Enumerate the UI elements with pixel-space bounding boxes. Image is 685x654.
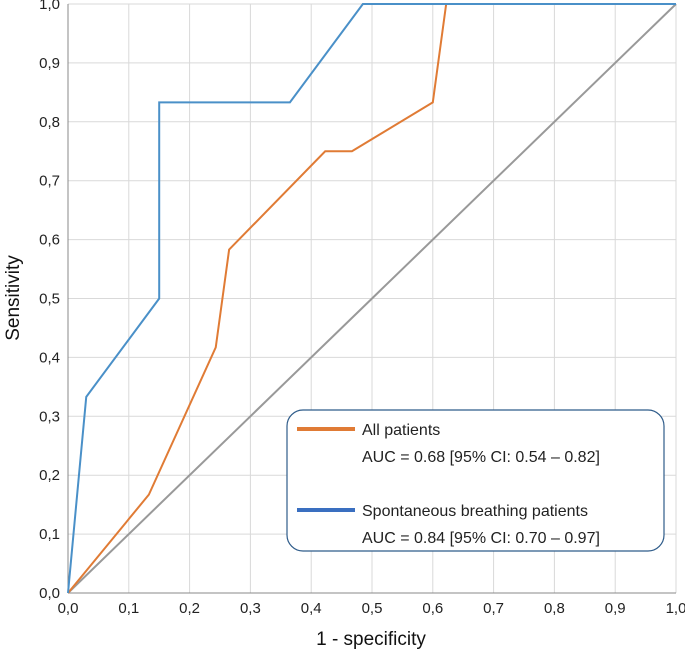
y-tick-label: 0,9 (39, 55, 60, 72)
legend: All patients AUC = 0.68 [95% CI: 0.54 – … (286, 409, 665, 552)
y-tick-label: 1,0 (39, 0, 60, 13)
legend-auc-all-patients: AUC = 0.68 [95% CI: 0.54 – 0.82] (362, 449, 600, 466)
x-tick-label: 0,5 (362, 600, 383, 617)
legend-box (286, 409, 665, 552)
x-tick-label: 0,0 (58, 600, 79, 617)
y-tick-label: 0,0 (39, 585, 60, 602)
y-tick-label: 0,6 (39, 232, 60, 249)
y-tick-label: 0,1 (39, 526, 60, 543)
series-line-all-patients (67, 3, 676, 594)
legend-label-spontaneous-breathing: Spontaneous breathing patients (362, 503, 588, 520)
legend-auc-spontaneous-breathing: AUC = 0.84 [95% CI: 0.70 – 0.97] (362, 530, 600, 547)
x-tick-label: 0,3 (240, 600, 261, 617)
series-layer (67, 3, 677, 594)
y-axis-title: Sensitivity (3, 255, 24, 341)
x-tick-label: 0,4 (301, 600, 322, 617)
y-tick-label: 0,2 (39, 467, 60, 484)
y-tick-label: 0,4 (39, 349, 60, 366)
y-tick-labels: 0,0 0,1 0,2 0,3 0,4 0,5 0,6 0,7 0,8 0,9 1,0 (39, 0, 60, 602)
y-tick-label: 0,7 (39, 173, 60, 190)
x-tick-label: 0,9 (605, 600, 626, 617)
y-tick-label: 0,5 (39, 291, 60, 308)
y-tick-label: 0,3 (39, 408, 60, 425)
legend-label-all-patients: All patients (362, 422, 440, 439)
y-tick-label: 0,8 (39, 114, 60, 131)
x-tick-label: 0,6 (422, 600, 443, 617)
x-tick-labels: 0,0 0,1 0,2 0,3 0,4 0,5 0,6 0,7 0,8 0,9 1,0 (58, 600, 685, 617)
x-tick-label: 0,8 (544, 600, 565, 617)
x-tick-label: 0,7 (483, 600, 504, 617)
series-line-spontaneous-breathing (67, 3, 676, 594)
x-tick-label: 0,2 (179, 600, 200, 617)
reference-diagonal-line (67, 3, 677, 594)
x-tick-label: 1,0 (666, 600, 685, 617)
x-axis-title: 1 - specificity (316, 629, 426, 650)
x-tick-label: 0,1 (118, 600, 139, 617)
